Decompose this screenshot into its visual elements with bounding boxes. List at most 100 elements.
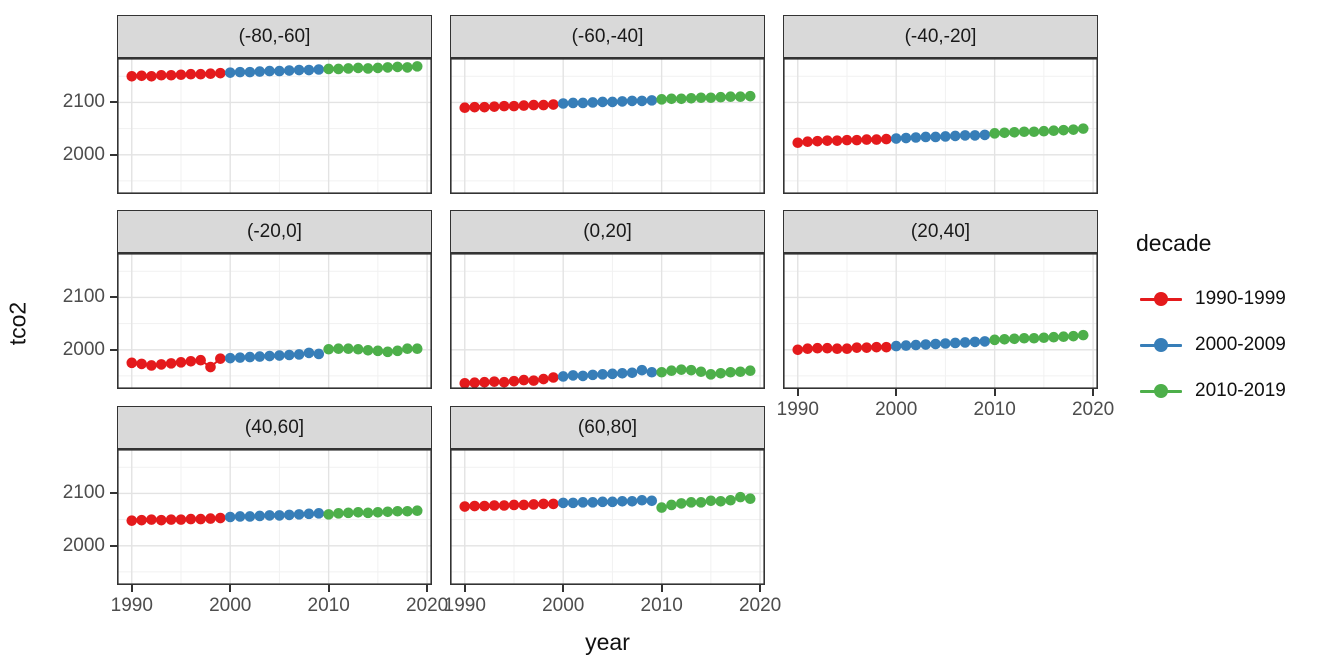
data-point <box>802 343 813 355</box>
data-point <box>871 341 882 353</box>
facet-panel <box>450 449 765 585</box>
data-point <box>851 134 863 146</box>
data-point <box>479 500 490 512</box>
data-point <box>313 348 325 360</box>
data-point <box>695 497 707 508</box>
data-point <box>851 342 863 353</box>
panel-border <box>117 449 432 585</box>
data-point <box>333 508 344 519</box>
data-point <box>821 135 833 146</box>
data-point <box>676 498 687 509</box>
data-point <box>283 65 295 76</box>
data-point <box>587 497 599 508</box>
data-point <box>459 102 471 113</box>
legend-item-label: 2000-2009 <box>1195 334 1286 355</box>
panel-border <box>450 58 765 194</box>
data-point <box>343 63 354 74</box>
data-point <box>715 91 727 103</box>
data-point <box>705 369 717 380</box>
data-point <box>636 494 648 506</box>
data-point <box>372 345 384 357</box>
data-point <box>725 91 736 103</box>
data-point <box>685 497 697 508</box>
data-point <box>411 61 423 72</box>
data-point <box>1028 332 1040 344</box>
data-point <box>900 340 912 351</box>
data-point <box>136 514 147 526</box>
x-tick-label: 2000 <box>542 595 585 616</box>
data-point <box>508 375 520 387</box>
data-point <box>1077 123 1089 134</box>
panel-border <box>117 253 432 389</box>
data-point <box>215 353 226 364</box>
data-point <box>195 354 206 366</box>
data-point <box>155 359 167 370</box>
data-point <box>362 344 374 356</box>
data-point <box>930 338 941 350</box>
legend-title: decade <box>1136 230 1212 256</box>
y-tick-label: 2100 <box>62 482 105 504</box>
y-axis-tick <box>110 348 117 351</box>
data-point <box>392 345 403 357</box>
x-axis-tick <box>1092 389 1095 396</box>
data-point <box>1009 126 1020 138</box>
x-axis-tick <box>463 585 466 592</box>
data-point <box>557 497 569 509</box>
facet-panel <box>117 58 432 194</box>
data-point <box>469 377 480 389</box>
data-point <box>656 94 667 105</box>
data-point <box>185 355 197 367</box>
data-point <box>411 505 423 517</box>
data-point <box>402 343 413 355</box>
data-point <box>567 97 579 109</box>
facet-panel-holder <box>450 253 765 389</box>
data-point <box>695 92 707 104</box>
data-point <box>224 511 236 523</box>
facet-panel-holder <box>783 58 1098 194</box>
data-point <box>969 130 981 141</box>
data-point <box>264 350 275 362</box>
data-point <box>352 506 364 518</box>
x-axis-tick <box>130 585 133 592</box>
data-point <box>577 97 589 109</box>
data-point <box>488 500 500 511</box>
data-point <box>293 64 305 76</box>
data-point <box>597 96 608 108</box>
panel-border <box>783 253 1098 389</box>
data-point <box>498 376 510 388</box>
data-point <box>362 63 374 74</box>
data-point <box>646 366 658 378</box>
data-point <box>508 499 520 511</box>
data-point <box>205 68 216 79</box>
x-tick-label: 2020 <box>1071 399 1115 420</box>
facet-label: (40,60] <box>244 416 305 438</box>
panel-border <box>117 58 432 194</box>
legend-item-label: 2010-2019 <box>1195 380 1286 401</box>
data-point <box>587 97 599 108</box>
data-point <box>508 100 520 112</box>
data-point <box>459 501 471 512</box>
y-tick-label: 2000 <box>62 143 105 165</box>
data-point <box>333 343 344 355</box>
data-point <box>999 127 1010 139</box>
data-point <box>792 137 804 149</box>
x-axis-tick <box>562 585 565 592</box>
data-point <box>577 497 589 508</box>
x-axis-tick <box>759 585 762 592</box>
facet-panel-holder <box>783 253 1098 389</box>
data-point <box>343 507 354 519</box>
data-point <box>607 368 618 380</box>
x-tick-label: 2010 <box>307 595 350 616</box>
data-point <box>518 499 530 511</box>
data-point <box>626 95 638 107</box>
x-axis-tick <box>426 585 429 592</box>
data-point <box>136 358 147 370</box>
data-point <box>959 130 971 141</box>
x-tick-label: 1990 <box>776 399 819 420</box>
x-axis-tick <box>660 585 663 592</box>
x-axis-tick <box>796 389 799 396</box>
data-point <box>215 512 226 524</box>
facet-panel-holder <box>450 58 765 194</box>
legend-key-dot-icon <box>1154 338 1168 352</box>
